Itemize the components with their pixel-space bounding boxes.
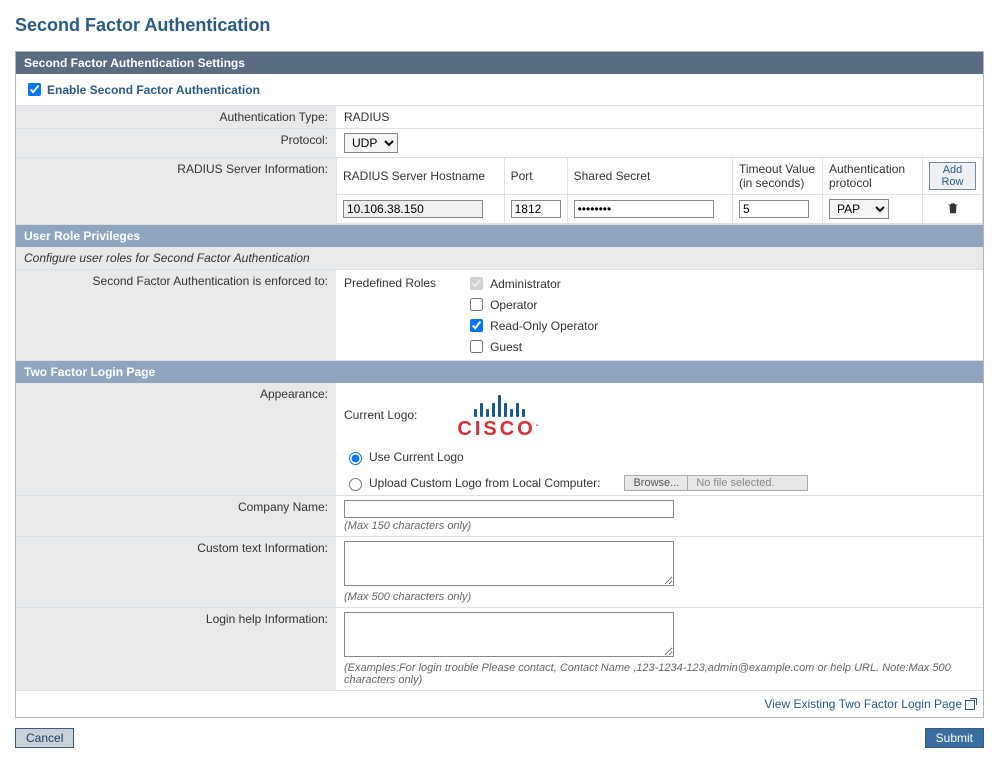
col-auth-proto: Authentication protocol <box>823 158 923 195</box>
company-name-hint: (Max 150 characters only) <box>344 520 975 532</box>
custom-text-hint: (Max 500 characters only) <box>344 591 975 603</box>
login-page-header: Two Factor Login Page <box>16 361 983 383</box>
secret-input[interactable] <box>574 200 714 218</box>
settings-section-header: Second Factor Authentication Settings <box>16 52 983 74</box>
trash-icon[interactable] <box>946 204 960 218</box>
port-input[interactable] <box>511 200 561 218</box>
role-item: Administrator <box>466 274 598 293</box>
user-roles-note: Configure user roles for Second Factor A… <box>16 247 983 270</box>
role-checkbox <box>470 277 483 290</box>
browse-button[interactable]: Browse... <box>624 475 688 491</box>
company-name-input[interactable] <box>344 500 674 518</box>
login-help-hint: (Examples:For login trouble Please conta… <box>344 662 975 686</box>
use-current-logo-radio[interactable] <box>349 452 362 465</box>
timeout-input[interactable] <box>739 200 809 218</box>
role-label: Read-Only Operator <box>490 319 598 333</box>
user-roles-header: User Role Privileges <box>16 225 983 247</box>
auth-type-value: RADIUS <box>336 106 983 129</box>
cisco-logo-icon: CISCO. <box>457 391 541 439</box>
main-panel: Second Factor Authentication Settings En… <box>15 51 984 718</box>
file-selected-label: No file selected. <box>688 475 808 491</box>
role-label: Guest <box>490 340 522 354</box>
col-hostname: RADIUS Server Hostname <box>337 158 505 195</box>
custom-text-input[interactable] <box>344 541 674 586</box>
view-existing-link[interactable]: View Existing Two Factor Login Page <box>764 697 975 711</box>
table-row: PAP <box>337 195 983 224</box>
enable-label: Enable Second Factor Authentication <box>47 83 260 97</box>
enforced-label: Second Factor Authentication is enforced… <box>16 270 336 361</box>
role-item: Operator <box>466 295 598 314</box>
protocol-label: Protocol: <box>16 129 336 158</box>
company-name-label: Company Name: <box>16 496 336 537</box>
cisco-logo-text: CISCO. <box>457 419 541 439</box>
roles-list: Administrator Operator Read-Only Operator G… <box>466 274 598 356</box>
enable-checkbox[interactable] <box>28 83 41 96</box>
col-port: Port <box>504 158 567 195</box>
predefined-roles-label: Predefined Roles <box>344 274 436 356</box>
role-label: Operator <box>490 298 537 312</box>
protocol-select[interactable]: UDP <box>344 133 398 153</box>
submit-button[interactable]: Submit <box>925 728 984 748</box>
add-row-button[interactable]: Add Row <box>929 162 976 190</box>
radius-table: RADIUS Server Hostname Port Shared Secre… <box>336 158 983 224</box>
popout-icon <box>965 700 975 710</box>
col-timeout: Timeout Value (in seconds) <box>733 158 823 195</box>
radius-label: RADIUS Server Information: <box>16 158 336 225</box>
appearance-label: Appearance: <box>16 383 336 496</box>
view-existing-row: View Existing Two Factor Login Page <box>16 691 983 717</box>
role-checkbox[interactable] <box>470 340 483 353</box>
upload-logo-label: Upload Custom Logo from Local Computer: <box>369 476 600 490</box>
hostname-input[interactable] <box>343 200 483 218</box>
upload-logo-radio[interactable] <box>349 478 362 491</box>
enable-row: Enable Second Factor Authentication <box>16 74 983 106</box>
settings-form: Authentication Type: RADIUS Protocol: UD… <box>16 106 983 225</box>
role-checkbox[interactable] <box>470 298 483 311</box>
custom-text-label: Custom text Information: <box>16 537 336 608</box>
role-item: Read-Only Operator <box>466 316 598 335</box>
current-logo-label: Current Logo: <box>344 408 417 422</box>
col-secret: Shared Secret <box>567 158 732 195</box>
auth-type-label: Authentication Type: <box>16 106 336 129</box>
login-help-input[interactable] <box>344 612 674 657</box>
role-item: Guest <box>466 337 598 356</box>
page-title: Second Factor Authentication <box>15 15 984 36</box>
use-current-logo-label: Use Current Logo <box>369 450 464 464</box>
cancel-button[interactable]: Cancel <box>15 728 74 748</box>
login-help-label: Login help Information: <box>16 608 336 691</box>
auth-proto-select[interactable]: PAP <box>829 199 889 219</box>
role-label: Administrator <box>490 277 561 291</box>
role-checkbox[interactable] <box>470 319 483 332</box>
